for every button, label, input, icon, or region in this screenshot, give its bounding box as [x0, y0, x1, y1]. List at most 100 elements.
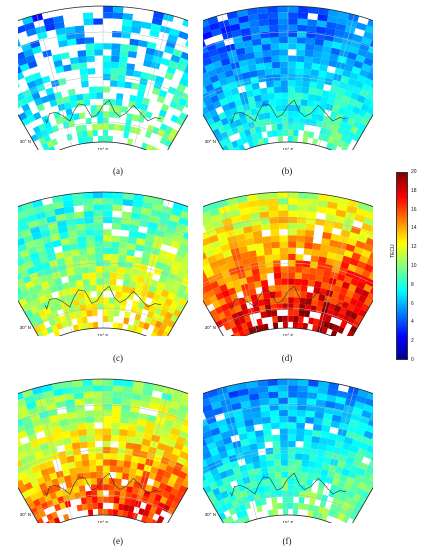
- tec-cell: [145, 330, 153, 336]
- tec-cell: [288, 111, 295, 118]
- tec-cell: [62, 95, 71, 104]
- tec-cell: [203, 424, 211, 434]
- tec-cell: [235, 233, 246, 242]
- tec-cell: [220, 117, 229, 126]
- tec-cell: [272, 440, 281, 448]
- tec-cell: [143, 245, 153, 254]
- tec-cell: [309, 498, 316, 506]
- tec-cell: [154, 493, 163, 502]
- tec-cell: [76, 416, 86, 424]
- tec-cell: [116, 459, 125, 467]
- tec-cell: [84, 37, 95, 44]
- tec-cell: [124, 125, 131, 133]
- tec-cell: [303, 497, 311, 505]
- tec-cell: [55, 65, 65, 74]
- tec-cell: [18, 450, 27, 460]
- tec-cell: [281, 471, 288, 479]
- tec-cell: [316, 82, 325, 90]
- tec-cell: [152, 293, 161, 302]
- tec-cell: [112, 18, 123, 26]
- tec-cell: [356, 467, 366, 477]
- tec-cell: [103, 247, 112, 254]
- tec-cell: [83, 18, 94, 26]
- tec-cell: [297, 216, 307, 224]
- tec-cell: [277, 385, 288, 392]
- lat-label: 30° N: [205, 512, 216, 517]
- tec-cell: [162, 117, 171, 126]
- tec-cell: [311, 486, 319, 494]
- tec-cell: [293, 490, 300, 497]
- tec-cell: [51, 138, 59, 146]
- tec-cell: [125, 442, 135, 450]
- tec-cell: [288, 508, 294, 516]
- tec-cell: [66, 411, 77, 419]
- tec-cell: [125, 69, 135, 77]
- tec-cell: [225, 501, 234, 510]
- tec-cell: [312, 50, 323, 59]
- tec-cell: [43, 203, 55, 212]
- tec-cell: [343, 109, 352, 118]
- tec-cell: [335, 23, 347, 32]
- tec-cell: [157, 515, 165, 523]
- tec-cell: [124, 454, 133, 462]
- tec-cell: [263, 242, 272, 250]
- tec-cell: [347, 303, 356, 312]
- tec-cell: [111, 43, 121, 50]
- tec-cell: [293, 315, 299, 323]
- tec-cell: [59, 501, 67, 510]
- tec-cell: [181, 479, 188, 489]
- tec-cell: [252, 88, 261, 96]
- tec-cell: [18, 45, 24, 55]
- tec-cell: [110, 440, 119, 448]
- tec-cell: [312, 479, 320, 488]
- tec-cell: [25, 467, 35, 477]
- tec-cell: [103, 440, 111, 448]
- tec-cell: [239, 21, 250, 30]
- tec-cell: [30, 106, 40, 115]
- tec-cell: [43, 17, 55, 26]
- tec-cell: [72, 379, 83, 388]
- tec-cell: [62, 250, 72, 258]
- tec-cell: [279, 416, 288, 423]
- tec-cell: [300, 105, 307, 113]
- tec-cell: [203, 106, 210, 116]
- tec-cell: [321, 326, 328, 335]
- tec-cell: [304, 304, 312, 312]
- tec-cell: [250, 108, 258, 116]
- tec-cell: [307, 137, 314, 145]
- tec-cell: [361, 222, 373, 232]
- tec-cell: [302, 266, 310, 274]
- tec-cell: [203, 45, 209, 55]
- tec-cell: [270, 117, 277, 125]
- tec-cell: [228, 120, 237, 129]
- tec-cell: [355, 395, 368, 404]
- tec-cell: [253, 236, 264, 245]
- tec-cell: [134, 437, 144, 445]
- tec-cell: [151, 460, 161, 469]
- tec-cell: [209, 447, 220, 457]
- tec-cell: [240, 65, 250, 74]
- tec-cell: [133, 380, 145, 389]
- tec-cell: [29, 120, 39, 129]
- tec-cell: [298, 379, 309, 386]
- tec-cell: [294, 92, 302, 100]
- tec-cell: [268, 472, 276, 480]
- tec-cell: [347, 490, 356, 499]
- tec-cell: [39, 109, 48, 118]
- tec-cell: [280, 266, 288, 273]
- tec-cell: [370, 39, 373, 50]
- tec-cell: [241, 444, 251, 453]
- tec-cell: [204, 63, 215, 72]
- tec-cell: [138, 269, 147, 278]
- tec-cell: [116, 279, 124, 286]
- tec-cell: [80, 310, 88, 318]
- tec-cell: [67, 230, 78, 239]
- tec-cell: [320, 281, 329, 290]
- tec-cell: [145, 517, 153, 523]
- tec-cell: [220, 57, 231, 67]
- tec-cell: [112, 198, 124, 206]
- tec-cell: [27, 100, 37, 109]
- tec-cell: [169, 27, 181, 37]
- tec-cell: [264, 118, 272, 126]
- tec-cell: [263, 435, 273, 443]
